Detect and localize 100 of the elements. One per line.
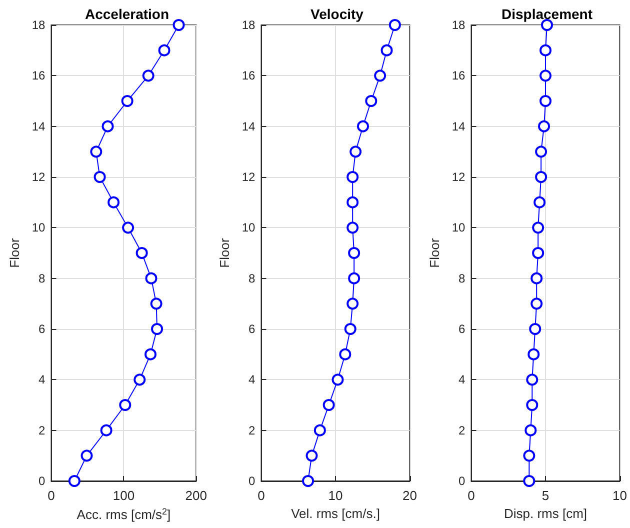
point <box>524 424 537 436</box>
point <box>529 323 542 335</box>
y-tick-label: 18 <box>242 18 256 32</box>
y-tick-label: 12 <box>32 170 46 184</box>
point <box>346 222 359 234</box>
x-axis-title: Vel. rms [cm/s.] <box>291 506 380 521</box>
point <box>346 298 359 310</box>
y-tick-label: 0 <box>38 474 46 488</box>
point <box>535 146 548 158</box>
y-tick-label: 4 <box>248 372 256 387</box>
y-tick-label: 18 <box>452 18 466 32</box>
point <box>532 247 544 259</box>
point <box>530 272 543 284</box>
point <box>346 196 359 208</box>
point <box>94 171 106 183</box>
y-tick-label: 14 <box>242 119 256 134</box>
point <box>526 374 538 386</box>
y-axis-title: Floor <box>427 238 442 268</box>
y-tick-label: 10 <box>242 220 256 235</box>
y-tick-label: 0 <box>248 474 256 488</box>
x-tick-label: 20 <box>402 488 418 503</box>
point <box>344 323 356 335</box>
point <box>530 298 543 310</box>
y-tick-label: 8 <box>248 271 256 286</box>
y-tick-label: 10 <box>32 220 46 235</box>
point <box>151 323 164 335</box>
point <box>339 348 352 360</box>
point <box>145 272 158 284</box>
point <box>346 171 359 183</box>
point <box>388 19 401 31</box>
point <box>526 399 538 411</box>
y-axis-title: Floor <box>217 238 232 268</box>
point <box>306 450 318 462</box>
point <box>102 120 114 132</box>
chart-title: Displacement <box>501 6 593 22</box>
point <box>535 171 548 183</box>
point <box>172 19 185 31</box>
point <box>356 120 369 132</box>
y-tick-label: 2 <box>248 423 256 438</box>
y-tick-label: 14 <box>452 119 466 134</box>
point <box>532 222 544 234</box>
x-tick-label: 5 <box>542 488 550 503</box>
y-tick-label: 2 <box>38 423 46 438</box>
y-tick-label: 16 <box>242 68 256 83</box>
point <box>322 399 335 411</box>
y-tick-label: 18 <box>32 18 46 32</box>
x-tick-label: 10 <box>612 488 628 503</box>
chart-title: Acceleration <box>84 6 170 22</box>
y-tick-label: 6 <box>38 322 46 336</box>
point <box>350 146 362 158</box>
point <box>523 450 536 462</box>
y-tick-label: 4 <box>38 372 46 387</box>
y-tick-label: 12 <box>452 170 466 184</box>
point <box>314 424 326 436</box>
point <box>374 70 386 82</box>
y-tick-label: 10 <box>452 220 466 235</box>
y-tick-label: 8 <box>38 271 46 286</box>
point <box>540 95 552 107</box>
point <box>302 475 314 487</box>
x-tick-label: 10 <box>328 488 343 503</box>
x-tick-label: 100 <box>112 488 135 503</box>
y-tick-label: 8 <box>458 271 466 286</box>
y-tick-label: 14 <box>32 119 46 134</box>
point <box>523 475 536 487</box>
point <box>332 374 344 386</box>
point <box>122 222 134 234</box>
y-tick-label: 16 <box>32 68 46 83</box>
point <box>121 95 134 107</box>
y-tick-label: 4 <box>458 372 466 387</box>
point <box>80 450 93 462</box>
point <box>380 44 393 56</box>
y-tick-label: 2 <box>458 423 466 438</box>
y-tick-label: 16 <box>452 68 466 83</box>
y-axis-title: Floor <box>7 238 22 268</box>
x-axis-title: Disp. rms [cm] <box>504 506 588 521</box>
point <box>100 424 112 436</box>
point <box>534 196 546 208</box>
y-tick-label: 12 <box>242 170 256 184</box>
x-tick-label: 200 <box>185 488 208 503</box>
y-tick-label: 6 <box>248 322 256 336</box>
point <box>348 272 360 284</box>
point <box>158 44 170 56</box>
chart-title: Velocity <box>310 6 364 22</box>
y-tick-label: 6 <box>458 322 466 336</box>
point <box>68 475 80 487</box>
point <box>119 399 132 411</box>
point <box>108 196 120 208</box>
point <box>90 146 102 158</box>
point <box>134 374 146 386</box>
point <box>540 44 552 56</box>
y-tick-label: 0 <box>458 474 466 488</box>
point <box>136 247 148 259</box>
point <box>144 348 157 360</box>
point <box>150 298 162 310</box>
point <box>348 247 360 259</box>
point <box>142 70 154 82</box>
point <box>540 70 552 82</box>
point <box>538 120 550 132</box>
point <box>365 95 378 107</box>
point <box>528 348 540 360</box>
